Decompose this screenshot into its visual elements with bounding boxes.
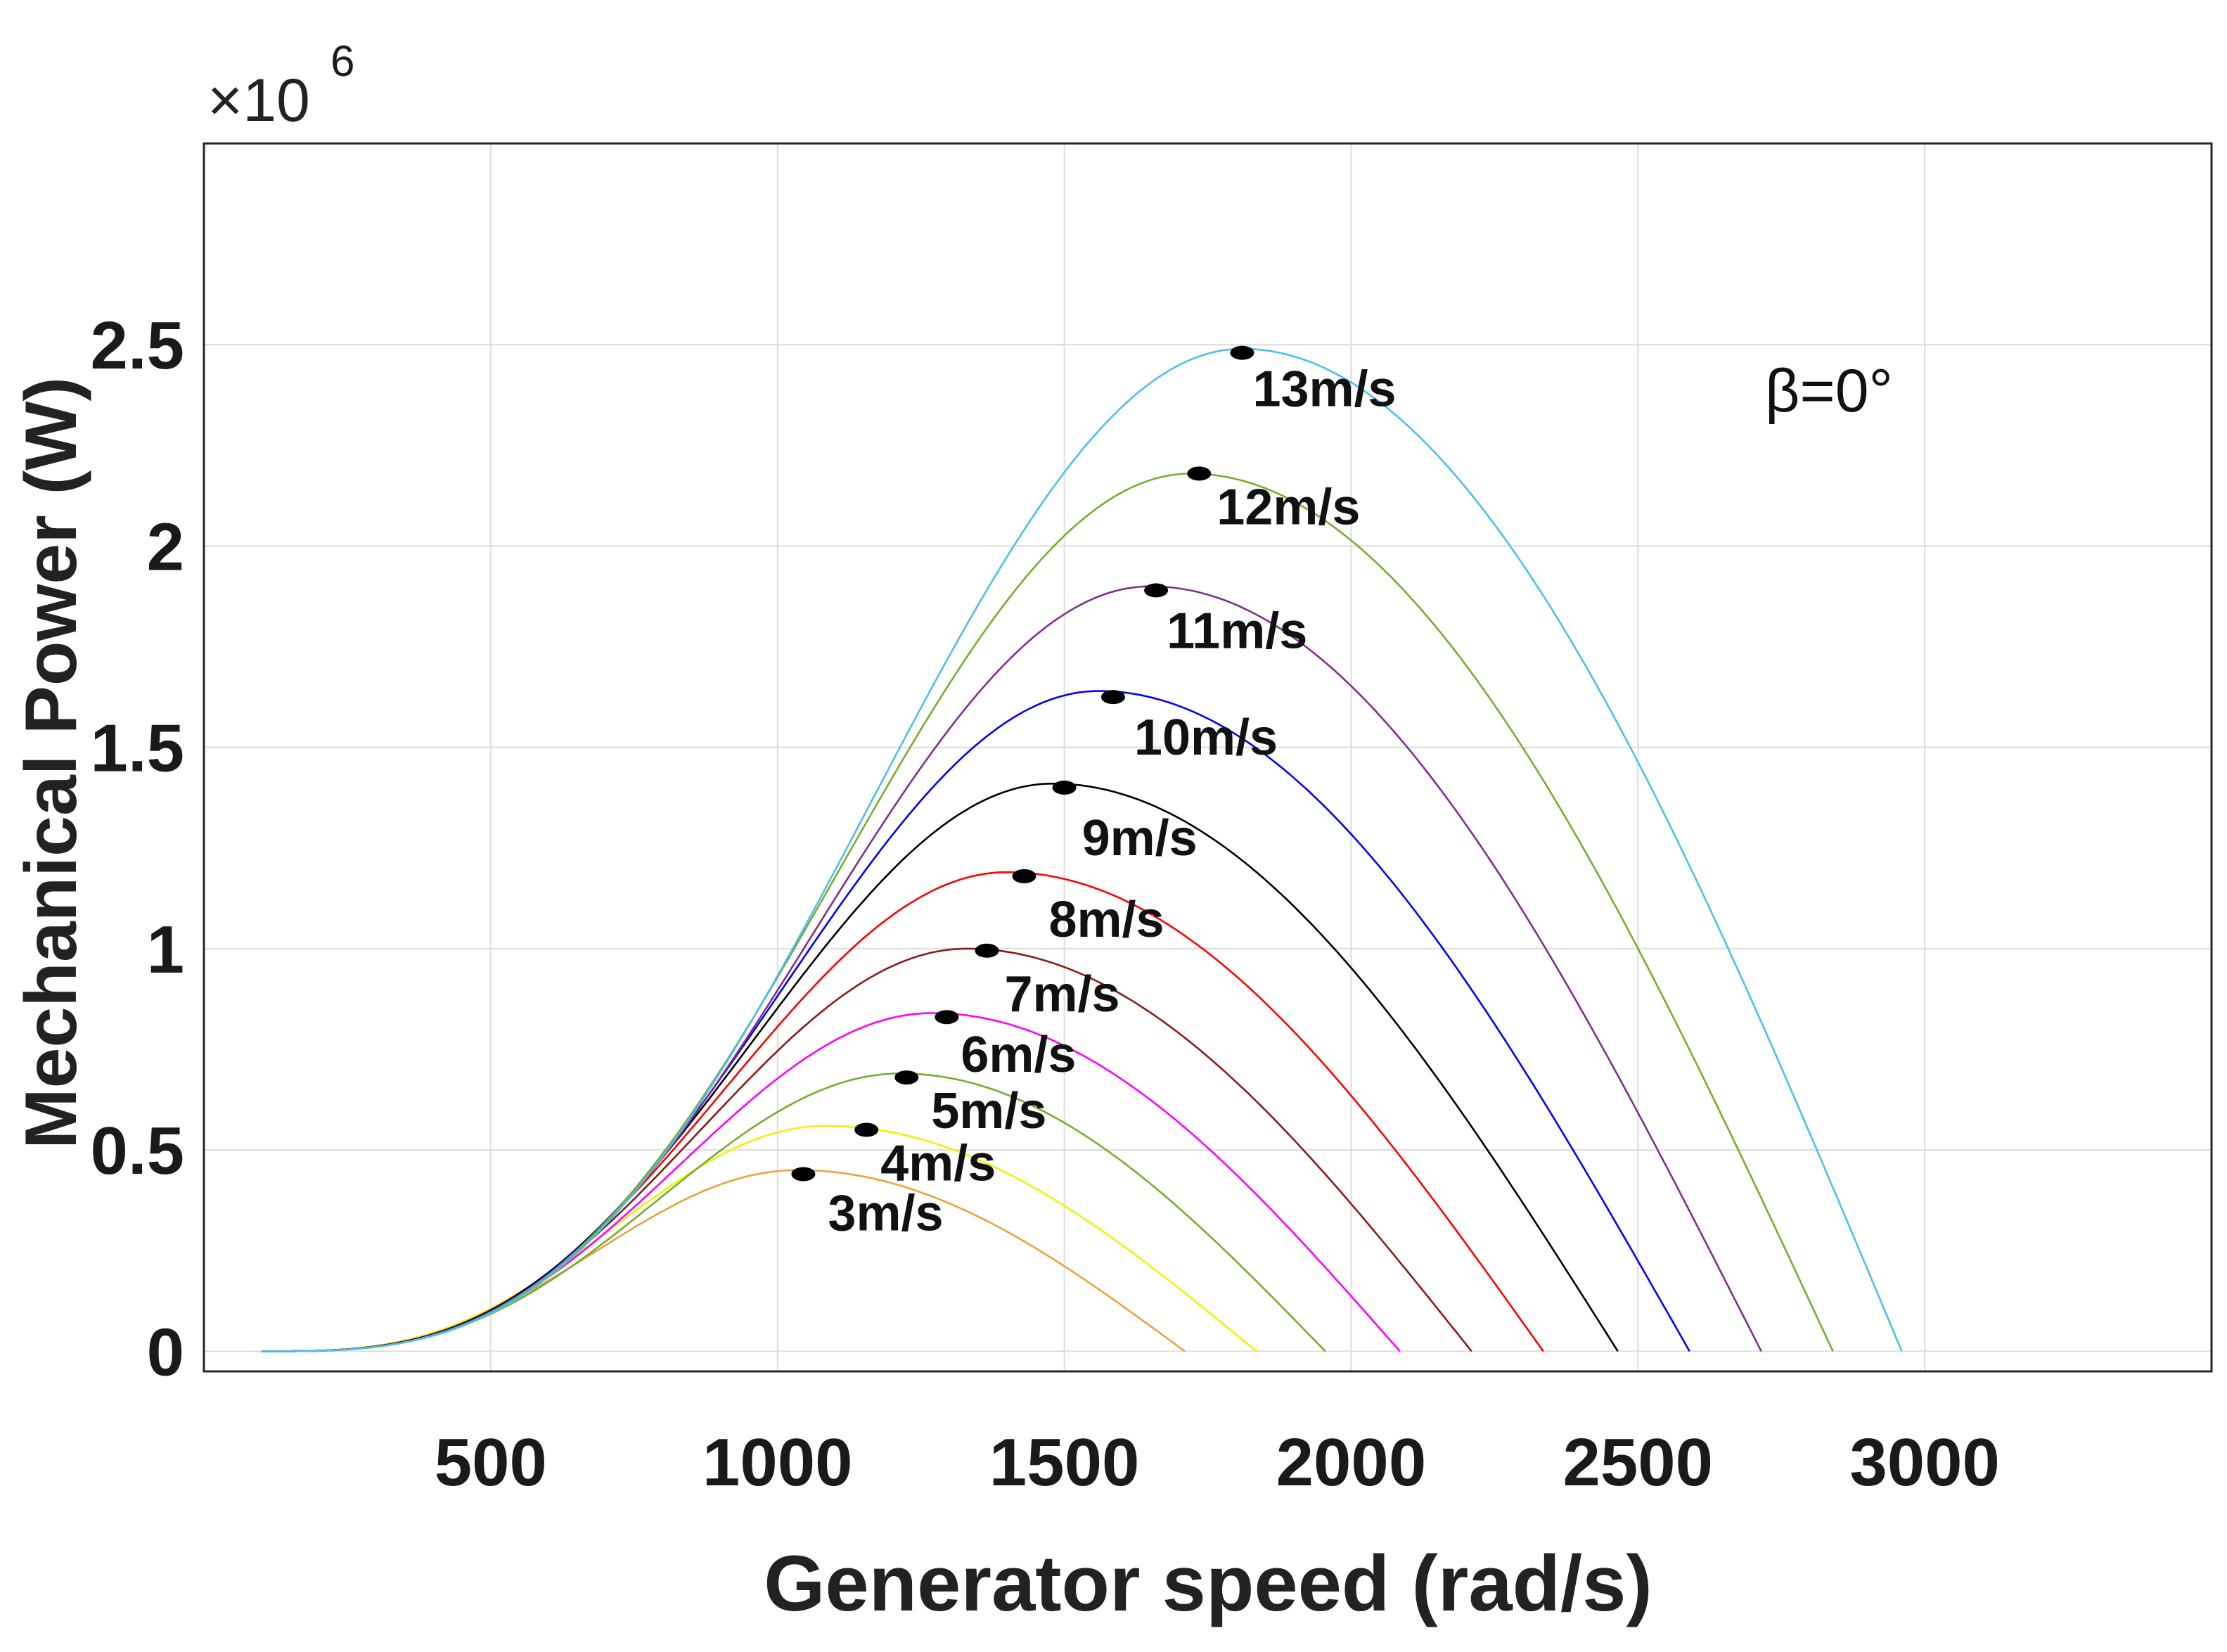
y-tick-label: 0.5 [91, 1113, 184, 1189]
peak-marker-4m-s [854, 1122, 879, 1137]
peak-marker-5m-s [894, 1070, 919, 1085]
exponent-base: ×10 [207, 67, 310, 134]
x-tick-label: 500 [435, 1425, 547, 1500]
y-tick-labels: 0 0.5 1 1.5 2 2.5 [91, 308, 184, 1390]
beta-annotation: β=0° [1765, 357, 1893, 425]
peak-marker-11m-s [1144, 583, 1169, 598]
x-tick-label: 2500 [1563, 1425, 1714, 1500]
curve-4m-s [261, 1125, 1257, 1352]
curve-label: 12m/s [1217, 479, 1360, 535]
curve-6m-s [261, 1012, 1401, 1352]
grid-lines [204, 143, 2212, 1371]
peak-marker-8m-s [1012, 869, 1037, 883]
curve-9m-s [261, 782, 1619, 1352]
peak-marker-3m-s [791, 1167, 816, 1182]
y-axis-title: Mechanical Power (W) [11, 377, 92, 1149]
peak-marker-10m-s [1100, 690, 1125, 705]
y-tick-label: 0 [147, 1314, 184, 1390]
curve-label: 9m/s [1082, 810, 1198, 866]
peak-marker-13m-s [1230, 345, 1254, 360]
curve-label: 13m/s [1252, 361, 1396, 418]
peak-marker-12m-s [1187, 466, 1212, 481]
curve-13m-s [261, 347, 1903, 1352]
peak-markers [791, 345, 1254, 1182]
curve-label: 7m/s [1004, 966, 1119, 1023]
x-tick-label: 1000 [702, 1425, 853, 1500]
curve-label: 4m/s [880, 1136, 996, 1192]
power-curves [261, 347, 1903, 1352]
curve-label: 6m/s [961, 1027, 1076, 1083]
x-tick-labels: 500 1000 1500 2000 2500 3000 [435, 1425, 2000, 1500]
curve-label: 8m/s [1048, 892, 1164, 948]
curve-5m-s [261, 1072, 1326, 1352]
peak-marker-9m-s [1052, 780, 1077, 795]
curve-label: 3m/s [828, 1185, 943, 1241]
curve-label: 11m/s [1167, 603, 1307, 659]
x-tick-label: 2000 [1276, 1425, 1427, 1500]
curve-labels: 3m/s4m/s5m/s6m/s7m/s 8m/s 9m/s 10m/s 11m/s 12… [828, 361, 1396, 1242]
curve-10m-s [261, 690, 1690, 1352]
x-tick-label: 3000 [1849, 1425, 2000, 1500]
peak-marker-6m-s [935, 1010, 959, 1025]
y-tick-label: 1 [147, 912, 184, 987]
x-axis-title: Generator speed (rad/s) [764, 1539, 1652, 1627]
curve-label: 10m/s [1134, 710, 1278, 766]
peak-marker-7m-s [975, 943, 999, 958]
curve-3m-s [261, 1169, 1186, 1352]
x-tick-label: 1500 [989, 1425, 1140, 1500]
y-tick-label: 1.5 [91, 711, 184, 786]
plot-frame [203, 142, 2213, 1373]
y-tick-label: 2 [147, 509, 184, 584]
curve-12m-s [261, 473, 1834, 1352]
curve-label: 5m/s [931, 1083, 1046, 1139]
exponent-power: 6 [330, 37, 354, 86]
y-tick-label: 2.5 [91, 308, 184, 383]
